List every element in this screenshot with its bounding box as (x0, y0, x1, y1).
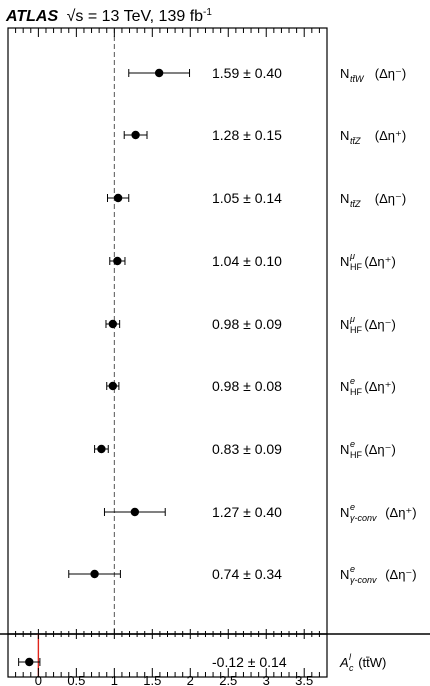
experiment-label: ATLAS (6, 8, 59, 25)
chart-header: ATLAS √s = 13 TeV, 139 fb-1 (6, 2, 212, 25)
parameter-label: Ne HF (Δη⁻) (340, 439, 396, 460)
value-label: 1.28 ± 0.15 (212, 127, 282, 143)
parameter-label: Al c (tt̄W) (339, 652, 386, 673)
x-tick-label: 1 (111, 673, 118, 686)
x-tick-label: 2.5 (219, 673, 237, 686)
value-label: 0.98 ± 0.08 (212, 378, 282, 394)
parameter-label: Ntt̄Z (Δη⁻) (340, 191, 406, 209)
parameter-label: Ne HF (Δη⁺) (340, 376, 396, 397)
parameter-label: Ntt̄Z (Δη⁺) (340, 128, 406, 146)
parameter-label: Nμ HF (Δη⁻) (340, 314, 396, 335)
x-tick-label: 3.5 (295, 673, 313, 686)
data-point (113, 193, 123, 203)
parameter-label: Nμ HF (Δη⁺) (340, 251, 396, 272)
data-point (108, 381, 118, 391)
x-tick-label: 2 (187, 673, 194, 686)
data-point (131, 130, 140, 140)
x-tick-label: 3 (263, 673, 270, 686)
energy-luminosity-label: √s = 13 TeV, 139 fb (66, 8, 204, 25)
value-label: 1.05 ± 0.14 (212, 190, 282, 206)
data-point (90, 569, 99, 579)
value-label: 1.27 ± 0.40 (212, 504, 282, 520)
value-label: 0.74 ± 0.34 (212, 566, 282, 582)
parameter-label: Ntt̄W (Δη⁻) (340, 66, 406, 84)
data-point (108, 319, 118, 329)
luminosity-exponent: -1 (203, 7, 212, 18)
parameter-label: Ne γ-conv (Δη⁺) (340, 502, 417, 523)
value-label: 1.04 ± 0.10 (212, 253, 282, 269)
x-tick-label: 0 (35, 673, 42, 686)
value-label: -0.12 ± 0.14 (212, 654, 287, 670)
x-tick-label: 1.5 (143, 673, 161, 686)
value-label: 0.98 ± 0.09 (212, 316, 282, 332)
data-point (130, 507, 140, 517)
parameter-label: Ne γ-conv (Δη⁻) (340, 564, 417, 585)
value-label: 1.59 ± 0.40 (212, 65, 282, 81)
x-tick-label: 0.5 (67, 673, 85, 686)
data-point (25, 657, 34, 667)
data-point (113, 256, 122, 266)
data-point (154, 68, 164, 78)
value-label: 0.83 ± 0.09 (212, 441, 282, 457)
data-point (97, 444, 106, 454)
